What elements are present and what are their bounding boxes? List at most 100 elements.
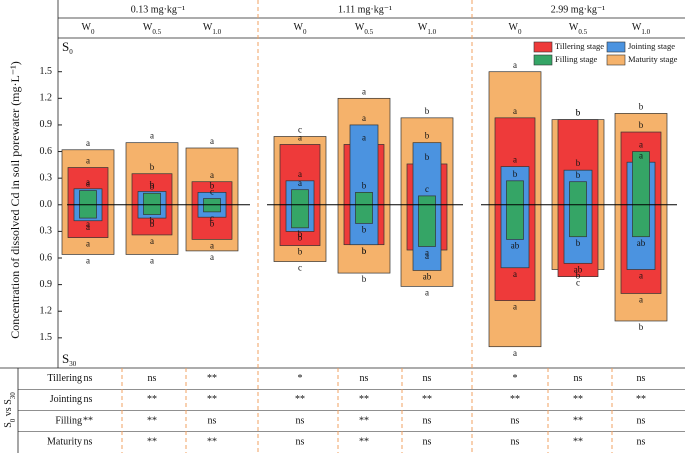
table-cell: **: [636, 394, 646, 405]
significance-letter: b: [150, 181, 155, 191]
significance-letter: a: [425, 287, 429, 297]
significance-letter: a: [513, 106, 517, 116]
text-part: S: [3, 422, 14, 428]
significance-letter: b: [576, 158, 581, 168]
table-cell: ns: [637, 373, 646, 384]
significance-letter: b: [150, 162, 155, 172]
text-part: 0.5: [152, 28, 161, 36]
table-cell: **: [147, 415, 157, 426]
significance-letter: c: [210, 213, 214, 223]
significance-letter: a: [362, 133, 366, 143]
table-cell: **: [207, 437, 217, 448]
significance-letter: b: [150, 180, 155, 190]
significance-letter: b: [576, 170, 581, 180]
significance-letter: b: [425, 152, 430, 162]
significance-letter: a: [86, 256, 90, 266]
significance-letter: b: [298, 247, 303, 257]
row-label: Maturity: [47, 437, 82, 448]
legend-label: Maturity stage: [628, 54, 678, 64]
significance-letter: a: [210, 170, 214, 180]
significance-letter: ab: [511, 240, 520, 250]
text-part: W: [418, 22, 428, 33]
significance-letter: b: [576, 271, 581, 281]
significance-letter: a: [513, 269, 517, 279]
legend-swatch: [533, 41, 553, 53]
text-part: W: [355, 22, 365, 33]
legend-label: Tillering stage: [555, 41, 604, 51]
treatment-label: W0.5: [569, 22, 588, 35]
significance-letter: a: [150, 131, 154, 141]
row-label: Jointing: [50, 394, 82, 405]
table-cell: **: [573, 394, 583, 405]
significance-letter: a: [86, 156, 90, 166]
significance-letter: a: [639, 140, 643, 150]
significance-letter: c: [298, 125, 302, 135]
table-cell: *: [513, 373, 518, 384]
significance-letter: b: [362, 224, 367, 234]
text-part: 30: [69, 360, 77, 368]
significance-letter: b: [362, 246, 367, 256]
significance-letter: a: [513, 155, 517, 165]
table-cell: **: [359, 437, 369, 448]
table-cell: **: [83, 415, 93, 426]
significance-letter: a: [298, 169, 302, 179]
y-tick-label: 1.5: [40, 332, 53, 343]
y-tick-label: 0.6: [40, 146, 53, 157]
text-part: 1.0: [212, 28, 221, 36]
significance-letter: ab: [423, 271, 432, 281]
legend-swatch: [606, 54, 626, 66]
text-part: W: [203, 22, 213, 33]
bar: [632, 151, 650, 238]
significance-letter: a: [639, 150, 643, 160]
table-cell: ns: [423, 373, 432, 384]
table-cell: **: [207, 394, 217, 405]
significance-letter: a: [150, 236, 154, 246]
significance-letter: b: [362, 246, 367, 256]
row-label: Tillering: [47, 373, 82, 384]
table-cell: ns: [511, 437, 520, 448]
text-part: W: [632, 22, 642, 33]
bar: [569, 181, 587, 238]
table-cell: *: [298, 373, 303, 384]
significance-letter: b: [362, 180, 367, 190]
bar: [418, 195, 436, 247]
table-cell: ns: [360, 373, 369, 384]
text-part: 1.0: [427, 28, 436, 36]
table-cell: ns: [637, 437, 646, 448]
text-part: S: [62, 39, 69, 54]
s0-label: S0: [62, 39, 73, 56]
significance-letter: a: [425, 251, 429, 261]
significance-letter: a: [86, 222, 90, 232]
significance-letter: a: [86, 138, 90, 148]
table-cell: ns: [296, 437, 305, 448]
table-cell: ns: [84, 394, 93, 405]
treatment-label: W0: [82, 22, 95, 35]
bar: [349, 124, 379, 246]
table-cell: ns: [296, 415, 305, 426]
significance-letter: a: [513, 348, 517, 358]
y-tick-label: 0.0: [40, 199, 53, 210]
text-part: 1.0: [641, 28, 650, 36]
text-part: 0: [518, 28, 522, 36]
text-part: 0: [69, 48, 73, 56]
text-part: 0.5: [578, 28, 587, 36]
significance-letter: a: [513, 302, 517, 312]
text-part: W: [569, 22, 579, 33]
significance-letter: a: [639, 271, 643, 281]
table-cell: **: [573, 415, 583, 426]
significance-letter: b: [150, 216, 155, 226]
text-part: 30: [9, 392, 17, 400]
legend-label: Jointing stage: [628, 41, 675, 51]
text-part: 0: [303, 28, 307, 36]
significance-letter: a: [362, 113, 366, 123]
significance-letter: ab: [637, 238, 646, 248]
significance-letter: c: [210, 187, 214, 197]
significance-letter: b: [425, 106, 430, 116]
significance-letter: a: [298, 178, 302, 188]
group-title: 1.11 mg·kg⁻¹: [338, 4, 392, 15]
table-cell: ns: [637, 415, 646, 426]
significance-letter: ab: [574, 264, 583, 274]
treatment-label: W1.0: [203, 22, 222, 35]
significance-letter: b: [639, 322, 644, 332]
